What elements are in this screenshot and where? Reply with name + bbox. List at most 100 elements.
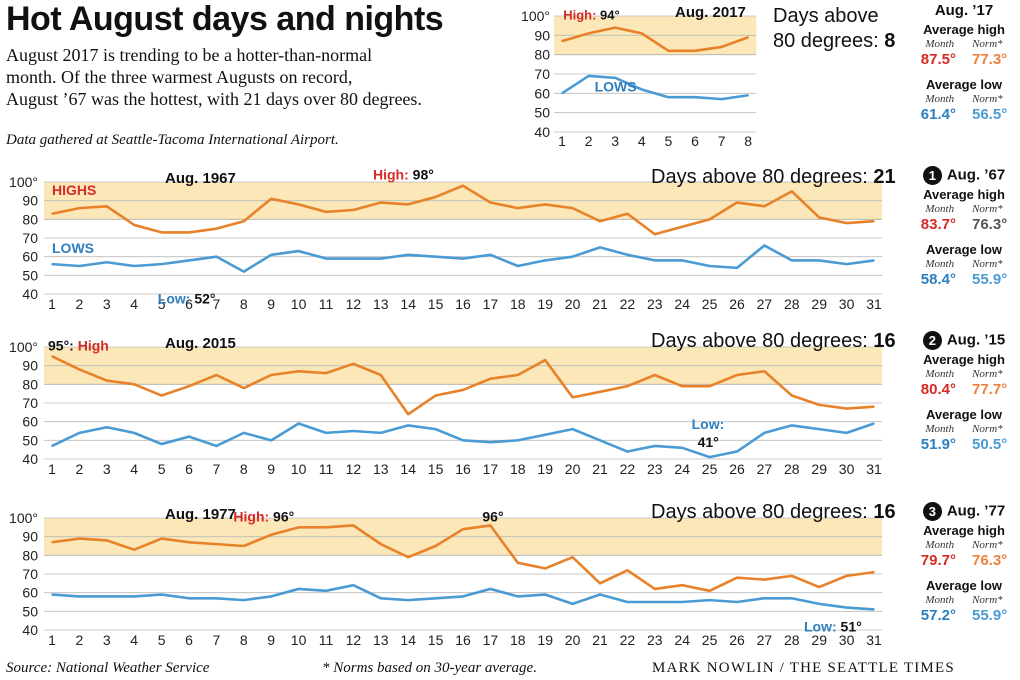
days-above-label: Days above 80 degrees: 21: [651, 166, 896, 188]
x-tick-label: 16: [455, 461, 471, 477]
lows-series-label: LOWS: [595, 78, 637, 94]
data-point: [188, 435, 190, 438]
y-tick-label: 100°: [9, 174, 38, 190]
stats-header-label: Aug. ’15: [946, 331, 1006, 349]
data-point: [462, 595, 464, 598]
data-point: [160, 263, 163, 265]
data-point: [736, 374, 738, 376]
y-tick-label: 90: [22, 193, 38, 209]
stats-subheads: Month Norm*: [908, 594, 1020, 607]
y-tick-label: 70: [534, 66, 550, 82]
x-tick-label: 14: [400, 632, 416, 648]
days-above-text: 80 degrees:: [773, 30, 879, 52]
x-tick-label: 18: [510, 461, 526, 477]
days-above-label: 80 degrees: 8: [773, 30, 895, 52]
data-point: [434, 597, 437, 600]
data-point: [681, 584, 683, 586]
month-label: Month: [925, 93, 955, 105]
annotation-value: 95°:: [48, 337, 78, 353]
x-tick-label: 5: [665, 133, 673, 149]
y-tick-label: 50: [534, 105, 550, 121]
lows-series-label: LOWS: [52, 240, 94, 256]
data-point: [188, 231, 190, 234]
x-tick-label: 9: [267, 632, 275, 648]
data-point: [736, 601, 738, 603]
days-above-label: Days above 80 degrees: 16: [651, 330, 896, 352]
data-point: [243, 387, 245, 389]
month-label: Month: [925, 258, 955, 270]
data-point: [626, 385, 629, 388]
data-point: [434, 545, 437, 547]
low-month-value: 57.2°: [920, 607, 956, 624]
x-tick-label: 6: [185, 632, 193, 648]
data-point: [78, 368, 81, 371]
data-point: [160, 231, 163, 234]
x-tick-label: 6: [691, 133, 699, 149]
data-point: [708, 599, 711, 601]
data-point: [517, 595, 519, 598]
month-label: Month: [925, 38, 955, 50]
data-point: [489, 377, 492, 380]
data-point: [818, 586, 820, 588]
data-point: [845, 432, 848, 434]
data-point: [352, 430, 355, 432]
x-tick-label: 23: [647, 632, 663, 648]
data-point: [791, 597, 793, 600]
data-point: [681, 226, 683, 228]
low-month-value: 58.4°: [920, 271, 956, 288]
x-tick-label: 12: [346, 632, 362, 648]
data-point: [407, 424, 410, 427]
data-point: [626, 450, 629, 453]
y-tick-label: 90: [534, 27, 550, 43]
annotation-value: 51°: [841, 618, 862, 634]
intro-line: August ’67 was the hottest, with 21 days…: [6, 89, 422, 109]
data-point: [544, 593, 546, 596]
data-point: [708, 385, 711, 388]
data-note: Data gathered at Seattle-Tacoma Internat…: [6, 132, 339, 148]
data-point: [297, 422, 300, 425]
avg-high-values: 83.7° 76.3°: [908, 216, 1020, 234]
data-point: [681, 601, 683, 603]
y-tick-label: 100°: [9, 339, 38, 355]
x-tick-label: 10: [291, 296, 307, 312]
data-point: [873, 405, 875, 408]
highs-line: [561, 26, 749, 53]
annotation-value: 52°: [194, 291, 215, 307]
data-point: [614, 26, 616, 29]
x-tick-label: 4: [638, 133, 646, 149]
x-tick-label: 27: [757, 632, 773, 648]
low-annotation: Low: 52°: [158, 291, 216, 307]
data-point: [380, 201, 382, 204]
x-tick-label: 7: [213, 632, 221, 648]
x-tick-label: 30: [839, 296, 855, 312]
y-tick-label: 90: [22, 529, 38, 545]
annotation-label: High: [78, 337, 109, 353]
norm-label: Norm*: [972, 423, 1003, 435]
norm-label: Norm*: [972, 93, 1003, 105]
data-point: [571, 255, 574, 258]
x-tick-label: 13: [373, 296, 389, 312]
x-tick-label: 1: [48, 296, 56, 312]
data-point: [434, 428, 437, 430]
chart-title: Aug. 1977: [165, 506, 236, 523]
annotation-label: Low:: [804, 618, 841, 634]
data-point: [517, 439, 519, 442]
data-point: [599, 220, 601, 222]
x-tick-label: 2: [76, 461, 84, 477]
data-point: [462, 439, 464, 442]
data-point: [380, 543, 382, 545]
x-tick-label: 18: [510, 296, 526, 312]
rank-badge: 2: [922, 331, 942, 350]
y-tick-label: 60: [534, 85, 550, 101]
x-tick-label: 29: [811, 296, 827, 312]
data-point: [51, 355, 53, 358]
data-point: [681, 259, 683, 262]
data-point: [380, 432, 382, 434]
x-tick-label: 23: [647, 296, 663, 312]
data-point: [845, 263, 848, 265]
source-note: Source: National Weather Service: [6, 660, 210, 676]
x-tick-label: 15: [428, 296, 444, 312]
x-tick-label: 13: [373, 461, 389, 477]
stats-header: 2 Aug. ’15: [908, 331, 1020, 350]
stats-subheads: Month Norm*: [908, 423, 1020, 436]
